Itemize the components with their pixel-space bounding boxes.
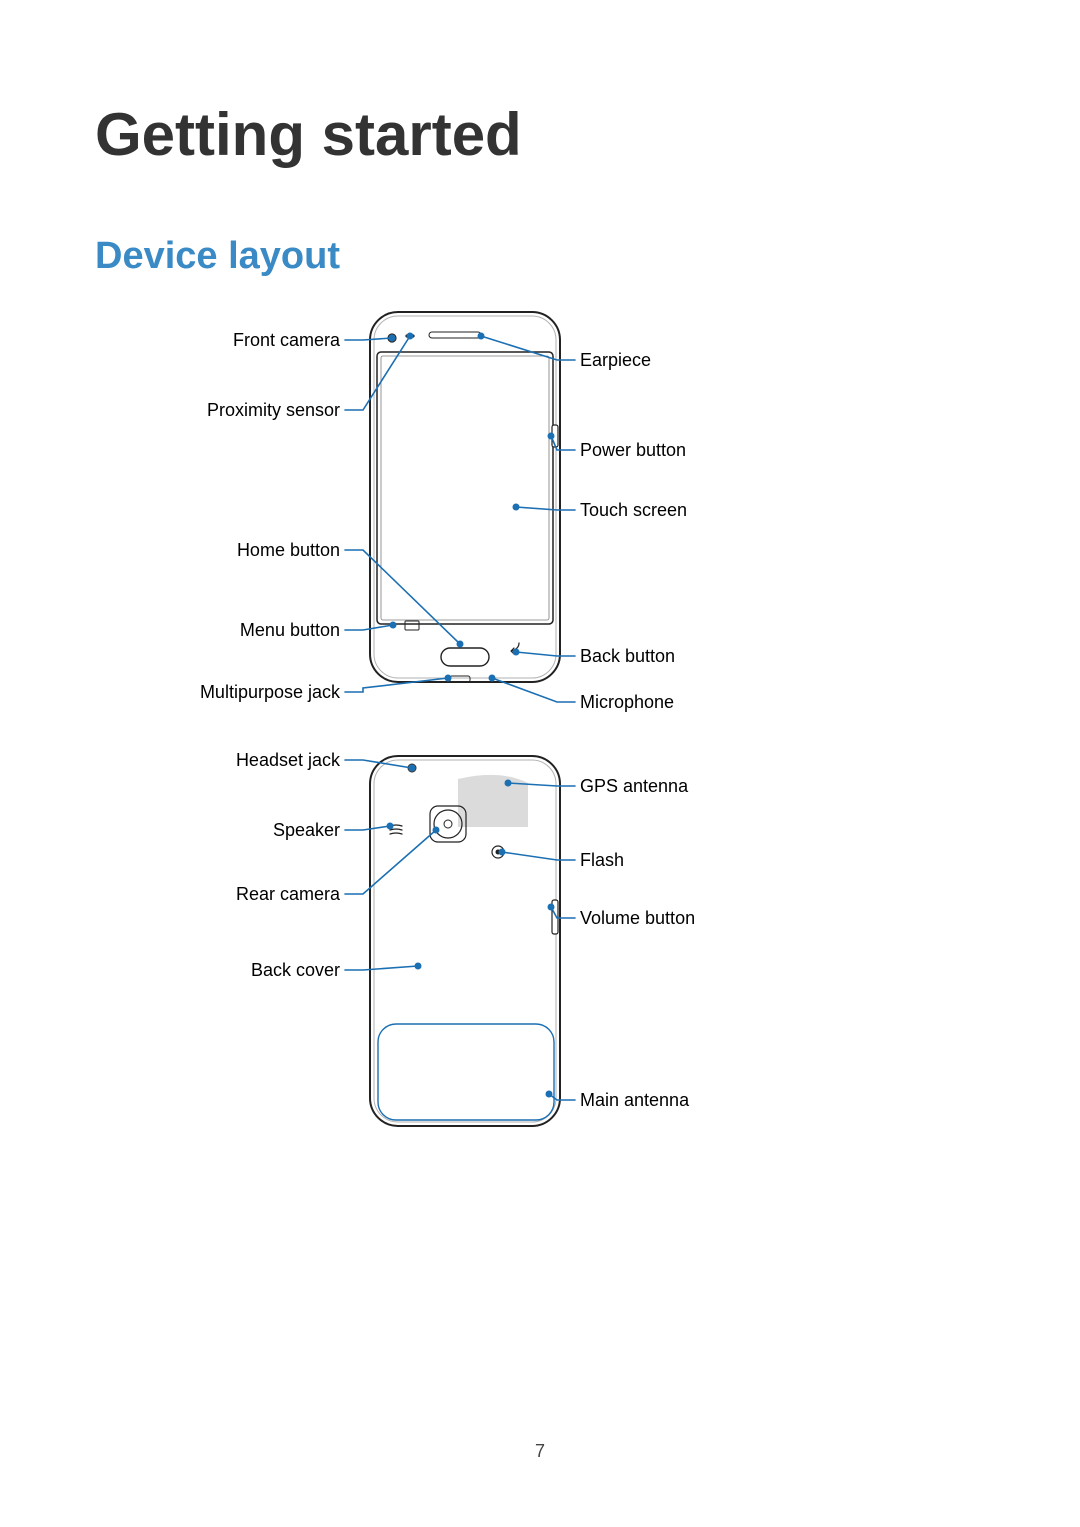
manual-page: Getting started Device layout Front came… — [0, 0, 1080, 1527]
device-diagram — [0, 0, 1080, 1527]
page-number: 7 — [0, 1441, 1080, 1462]
